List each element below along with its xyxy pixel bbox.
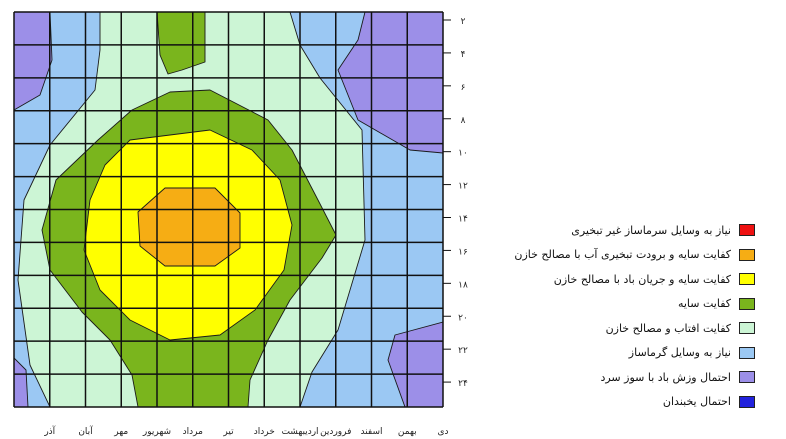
y-tick-label: ۱۶ [458,247,468,257]
y-tick-label: ۸ [461,116,466,126]
zone-shade-evaporative-cooling [137,187,241,267]
y-tick-label: ۲۴ [458,379,468,389]
y-tick-label: ۱۰ [458,149,468,159]
legend-label: احتمال وزش باد با سوز سرد [600,370,731,384]
y-tick-label: ۲۰ [458,313,468,323]
legend-item: کفایت سایه و برودت تبخیری آب با مصالح خا… [485,243,755,268]
x-tick-label: مرداد [183,427,203,437]
zone-cold-wind-left-bottom [14,357,29,407]
legend-swatch [739,248,755,261]
x-tick-label: آبان [78,425,93,437]
x-tick-label: بهمن [398,427,417,437]
y-tick-label: ۱۴ [458,215,468,225]
x-tick-label: مهر [113,427,128,437]
legend-swatch [739,273,755,286]
y-tick-label: ۶ [461,83,466,93]
legend-label: کفایت سایه و جریان باد با مصالح خازن [553,272,731,286]
legend-item: نیاز به وسایل سرماساز غیر تبخیری [485,218,755,243]
x-tick-label: تیر [222,427,234,437]
y-tick-label: ۱۲ [458,182,468,192]
x-tick-label: فروردین [320,427,351,437]
legend-item: احتمال یخبندان [485,390,755,415]
legend-label: کفایت سایه [677,297,731,311]
x-tick-label: خرداد [254,427,275,437]
legend-label: کفایت سایه و برودت تبخیری آب با مصالح خا… [514,248,731,262]
legend-item: کفایت سایه و جریان باد با مصالح خازن [485,267,755,292]
x-tick-label: دی [437,427,448,437]
legend-swatch [739,371,755,384]
y-tick-label: ۲۲ [458,346,468,356]
y-tick-label: ۴ [461,50,466,60]
legend-item: نیاز به وسایل گرماساز [485,341,755,366]
zone-cold-wind-right-bottom [387,321,443,407]
legend-label: کفایت افتاب و مصالح خازن [605,321,731,335]
legend-swatch [739,297,755,310]
legend-swatch [739,224,755,237]
x-tick-label: اسفند [360,427,382,437]
legend-label: نیاز به وسایل سرماساز غیر تبخیری [571,223,731,237]
legend-label: نیاز به وسایل گرماساز [628,346,731,360]
legend-item: احتمال وزش باد با سوز سرد [485,365,755,390]
x-tick-label: اردیبهشت [281,427,318,437]
grid-lines [13,11,444,408]
legend-swatch [739,346,755,359]
x-tick-label: آذر [43,425,55,437]
legend-swatch [739,395,755,408]
legend-item: کفایت افتاب و مصالح خازن [485,316,755,341]
legend: نیاز به وسایل سرماساز غیر تبخیری کفایت سا… [485,218,755,414]
y-tick-label: ۱۸ [458,280,468,290]
legend-label: احتمال یخبندان [662,395,731,409]
y-tick-label: ۲ [461,17,466,27]
legend-swatch [739,322,755,335]
legend-item: کفایت سایه [485,292,755,317]
x-tick-label: شهریور [142,427,171,437]
zone-shade-only-top [156,12,206,75]
